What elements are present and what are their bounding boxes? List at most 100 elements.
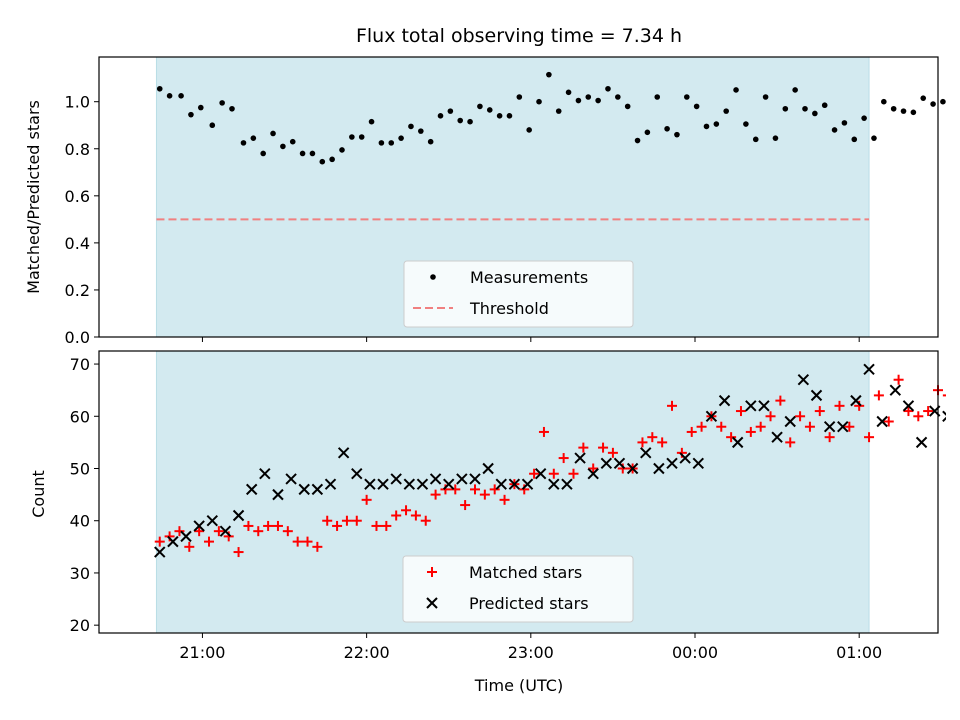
matched-star-point (735, 406, 746, 417)
matched-star-point (469, 484, 480, 495)
measurement-point (309, 150, 316, 157)
predicted-star-point (443, 478, 455, 490)
measurement-point (280, 143, 286, 150)
measurement-point (427, 138, 434, 145)
legend-box (403, 260, 634, 328)
measurement-point (516, 94, 523, 100)
predicted-star-point (390, 473, 402, 485)
matched-star-point (755, 421, 766, 432)
predicted-star-point (495, 478, 507, 490)
measurement-point (408, 123, 414, 130)
matched-star-point (578, 442, 589, 453)
matched-star-point (637, 437, 648, 448)
matched-star-point (401, 505, 412, 516)
predicted-star-point (167, 535, 179, 548)
measurement-point (197, 104, 204, 111)
predicted-star-point (758, 400, 770, 412)
y-tick-label: 20 (70, 616, 90, 635)
measurement-point (398, 135, 404, 141)
predicted-star-point (653, 462, 665, 475)
matched-star-point (489, 484, 500, 495)
predicted-star-point (810, 389, 823, 402)
matched-star-point (696, 421, 707, 432)
measurement-point (457, 117, 464, 124)
measurement-point (881, 98, 887, 105)
predicted-star-point (837, 421, 849, 433)
predicted-star-point (561, 478, 573, 490)
measurement-point (156, 85, 163, 92)
x-tick-label: 23:00 (508, 643, 554, 662)
measurement-point (546, 71, 552, 78)
matched-star-point (873, 390, 884, 401)
x-tick-label: 21:00 (179, 643, 225, 662)
measurement-point (339, 147, 345, 153)
measurement-point (486, 107, 493, 113)
matched-star-point (942, 394, 946, 397)
matched-star-point (657, 437, 668, 448)
matched-star-point (913, 411, 924, 422)
predicted-star-point (915, 436, 928, 449)
matched-star-point (460, 500, 471, 511)
matched-star-point (194, 526, 205, 537)
measurement-point (437, 113, 444, 119)
matched-star-point (647, 432, 658, 443)
matched-star-point (953, 385, 960, 395)
matched-star-point (282, 526, 293, 537)
measurement-point (674, 131, 680, 138)
matched-star-point (381, 520, 392, 531)
predicted-star-point (180, 530, 192, 543)
legend-label: Threshold (469, 299, 549, 318)
x-tick-label: 01:00 (836, 643, 882, 662)
measurement-point (388, 140, 395, 146)
measurement-point (496, 113, 503, 119)
predicted-star-point (351, 468, 363, 480)
measurement-point (831, 127, 838, 133)
legend-label: Predicted stars (469, 594, 589, 613)
measurement-point (910, 109, 917, 116)
predicted-star-point (521, 478, 534, 490)
predicted-star-point (613, 457, 626, 469)
predicted-star-point (731, 436, 744, 449)
matched-star-point (154, 536, 165, 547)
measurement-point (723, 108, 729, 114)
matched-star-point (351, 515, 362, 526)
measurement-point (713, 121, 720, 127)
matched-star-point (745, 426, 756, 437)
chart-title: Flux total observing time = 7.34 h (356, 25, 682, 47)
predicted-star-point (823, 421, 836, 433)
legend-dot-marker (430, 274, 436, 280)
predicted-star-point (718, 394, 731, 407)
measurement-point (871, 135, 877, 141)
predicted-star-point (154, 546, 166, 558)
predicted-star-point (403, 478, 416, 490)
legend: Measurements Threshold (403, 260, 634, 328)
y-tick-label: 1.0 (65, 93, 90, 112)
predicted-star-point (705, 410, 718, 422)
matched-star-point (479, 489, 490, 500)
y-tick-label: 0.8 (65, 140, 90, 159)
measurement-point (418, 128, 424, 134)
predicted-star-point (784, 415, 796, 428)
matched-star-point (775, 395, 786, 406)
measurement-point (575, 97, 582, 104)
matched-star-point (765, 411, 776, 422)
measurement-point (752, 136, 759, 143)
measurement-point (605, 85, 611, 92)
matched-star-point (844, 421, 855, 432)
predicted-star-point (587, 468, 599, 480)
measurement-point (467, 118, 473, 125)
matched-star-point (923, 406, 934, 417)
predicted-star-point (245, 483, 258, 496)
matched-star-point (686, 426, 697, 437)
measurement-point (447, 108, 454, 114)
matched-star-point (174, 526, 185, 537)
matched-star-point (263, 520, 274, 531)
predicted-star-point (337, 447, 350, 459)
measurement-point (299, 150, 306, 157)
legend-box (402, 555, 634, 623)
matched-star-point (312, 541, 323, 552)
measurement-point (229, 105, 235, 112)
predicted-star-point (193, 520, 205, 532)
predicted-star-point (285, 473, 297, 485)
matched-star-point (814, 406, 825, 417)
